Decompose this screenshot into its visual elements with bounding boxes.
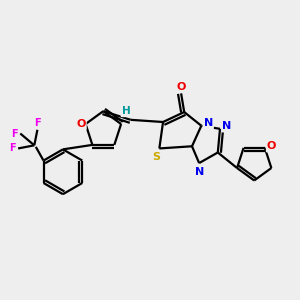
- Text: N: N: [195, 167, 204, 177]
- Text: S: S: [152, 152, 160, 162]
- Text: F: F: [34, 118, 41, 128]
- Text: F: F: [9, 143, 16, 153]
- Text: N: N: [203, 118, 213, 128]
- Text: O: O: [176, 82, 186, 92]
- Text: N: N: [222, 122, 232, 131]
- Text: O: O: [76, 119, 86, 129]
- Text: O: O: [267, 141, 276, 151]
- Text: H: H: [122, 106, 130, 116]
- Text: F: F: [11, 128, 18, 139]
